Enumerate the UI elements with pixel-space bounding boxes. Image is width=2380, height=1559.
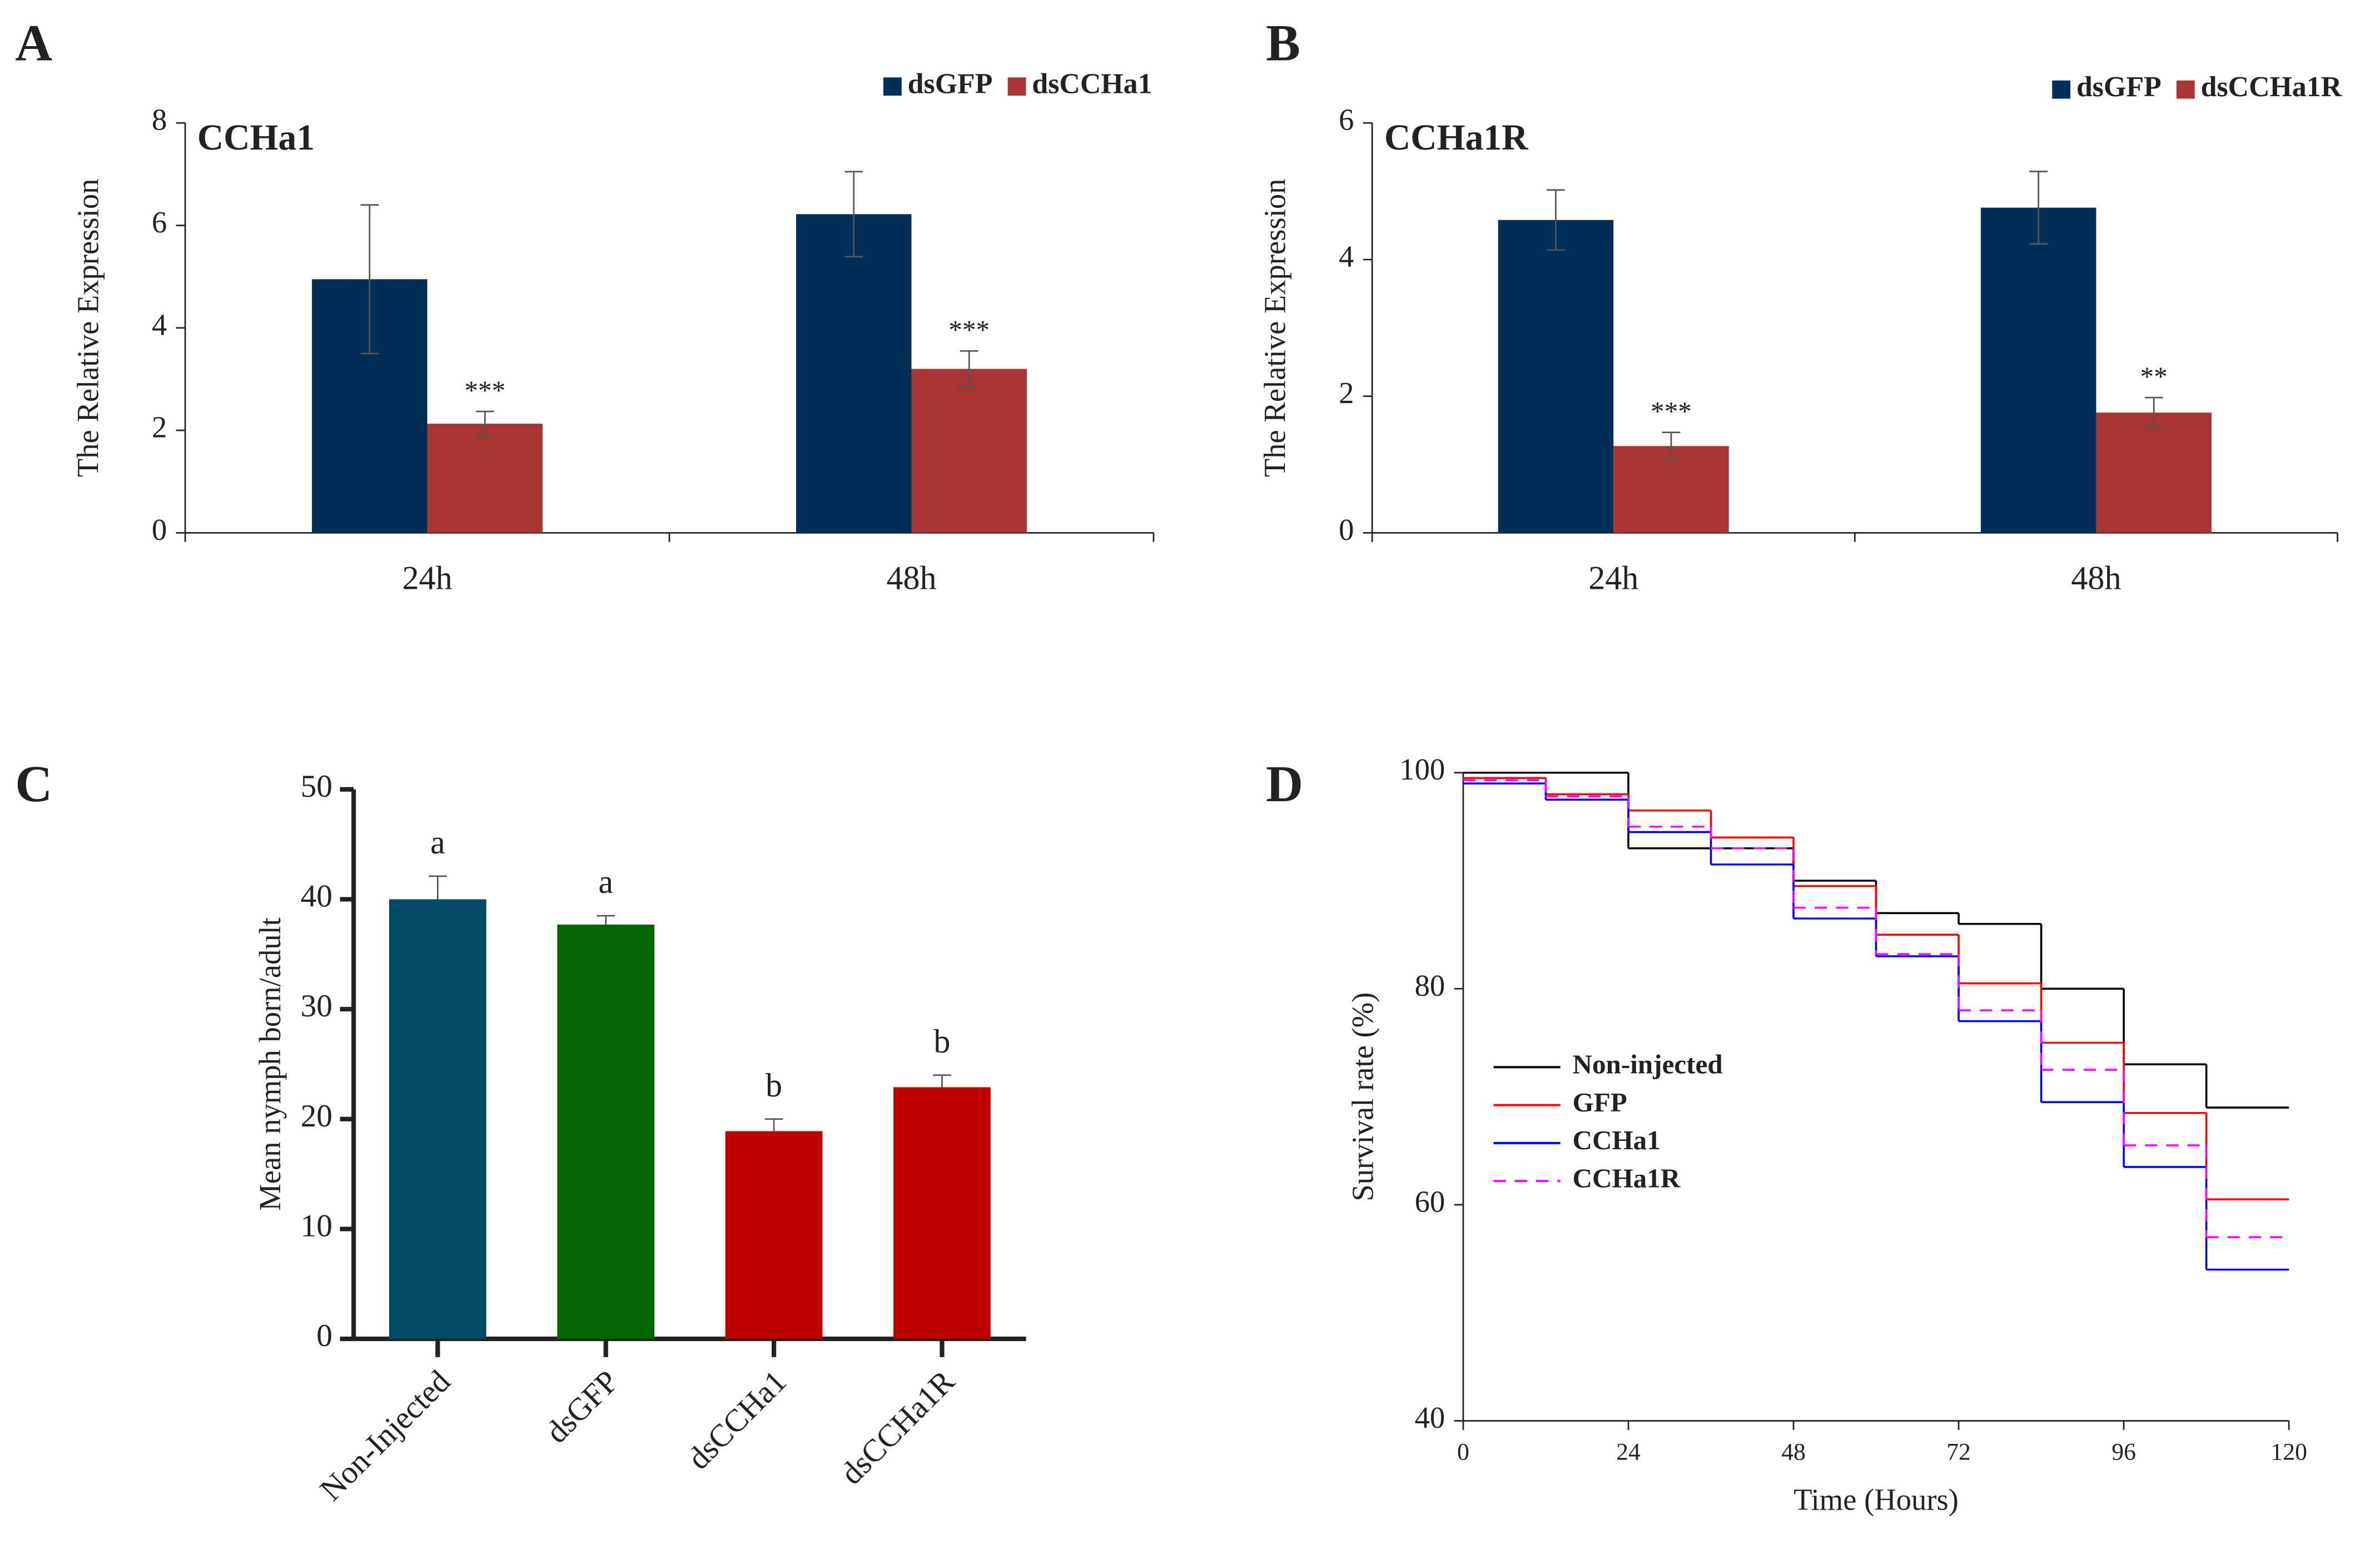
- x-tick-label: 24: [1616, 1439, 1641, 1466]
- y-tick-label: 100: [1399, 752, 1445, 786]
- group-letter: a: [430, 823, 445, 861]
- legend-swatch: [2052, 80, 2071, 99]
- y-tick-label: 50: [301, 769, 332, 804]
- y-tick-label: 2: [1339, 376, 1354, 410]
- y-tick-label: 10: [301, 1209, 332, 1244]
- x-tick-label: 0: [1457, 1439, 1469, 1466]
- y-tick-label: 0: [1339, 513, 1354, 547]
- bar: [893, 1087, 991, 1339]
- bar: [2096, 413, 2212, 533]
- y-tick-label: 40: [1415, 1401, 1445, 1434]
- y-axis-title: The Relative Expression: [1258, 178, 1291, 477]
- y-tick-label: 0: [152, 513, 167, 547]
- panel-label: A: [15, 15, 52, 72]
- legend-swatch: [883, 77, 902, 96]
- group-letter: b: [766, 1066, 782, 1104]
- bar: [389, 899, 486, 1339]
- y-tick-label: 4: [1339, 239, 1354, 273]
- x-tick-label: dsCCHa1: [681, 1364, 793, 1476]
- legend-label: dsGFP: [2076, 71, 2162, 103]
- panel-label: D: [1266, 756, 1303, 813]
- group-letter: b: [933, 1022, 950, 1060]
- bar: [427, 424, 543, 533]
- significance-label: **: [2140, 361, 2168, 392]
- significance-label: ***: [948, 315, 990, 345]
- panel-label: B: [1266, 15, 1300, 72]
- y-tick-label: 2: [152, 410, 167, 444]
- y-tick-label: 8: [152, 103, 167, 137]
- legend-swatch: [2176, 80, 2195, 99]
- x-tick-label: Non-Injected: [314, 1364, 457, 1507]
- y-axis-title: Mean nymph born/adult: [253, 917, 287, 1211]
- bar: [1980, 207, 2096, 533]
- bar: [796, 214, 912, 533]
- y-tick-label: 20: [301, 1099, 332, 1134]
- x-tick-label: 96: [2111, 1439, 2136, 1466]
- x-tick-label: 48: [1781, 1439, 1806, 1466]
- chart-title: CCHa1R: [1384, 118, 1528, 158]
- bar: [911, 369, 1027, 533]
- legend-label: CCHa1R: [1573, 1163, 1681, 1193]
- y-tick-label: 6: [1339, 103, 1354, 137]
- legend-label: CCHa1: [1573, 1125, 1661, 1155]
- y-tick-label: 30: [301, 989, 332, 1024]
- legend-swatch: [1007, 77, 1026, 96]
- significance-label: ***: [1651, 396, 1692, 426]
- legend-label: Non-injected: [1573, 1049, 1723, 1080]
- legend-label: GFP: [1573, 1087, 1627, 1118]
- bar: [725, 1131, 823, 1339]
- panel-label: C: [15, 756, 52, 813]
- x-tick-label: 120: [2270, 1439, 2307, 1466]
- chart-title: CCHa1: [197, 118, 315, 158]
- y-tick-label: 6: [152, 205, 167, 239]
- y-tick-label: 60: [1415, 1184, 1445, 1218]
- legend-label: dsGFP: [908, 68, 993, 100]
- x-tick-label: 24h: [1588, 559, 1638, 596]
- group-letter: a: [598, 863, 613, 900]
- y-tick-label: 4: [152, 307, 167, 341]
- x-tick-label: 48h: [886, 559, 936, 596]
- x-tick-label: dsCCHa1R: [834, 1363, 962, 1491]
- x-tick-label: dsGFP: [539, 1364, 625, 1450]
- x-tick-label: 48h: [2071, 559, 2121, 596]
- legend-label: dsCCHa1R: [2201, 71, 2342, 103]
- significance-label: ***: [464, 375, 505, 405]
- y-axis-title: The Relative Expression: [71, 178, 105, 477]
- y-tick-label: 80: [1415, 969, 1445, 1002]
- bar: [1498, 220, 1614, 533]
- y-tick-label: 0: [316, 1318, 332, 1353]
- x-tick-label: 24h: [403, 559, 453, 596]
- x-axis-title: Time (Hours): [1793, 1482, 1959, 1516]
- bar: [1613, 446, 1729, 533]
- bar: [557, 924, 655, 1339]
- y-tick-label: 40: [301, 879, 332, 914]
- legend-label: dsCCHa1: [1032, 68, 1152, 100]
- y-axis-title: Survival rate (%): [1346, 992, 1380, 1201]
- x-tick-label: 72: [1946, 1439, 1971, 1466]
